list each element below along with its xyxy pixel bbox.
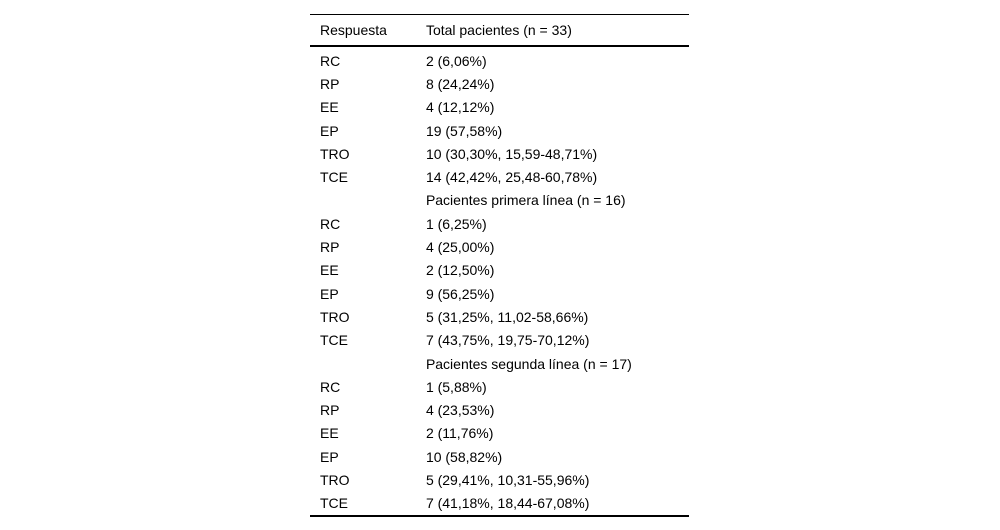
value-cell: 1 (6,25%) bbox=[425, 215, 487, 232]
response-cell: EP bbox=[320, 122, 339, 139]
response-cell: EP bbox=[320, 448, 339, 465]
response-cell bbox=[310, 352, 426, 375]
value-cell: 14 (42,42%, 25,48-60,78%) bbox=[425, 169, 598, 186]
value-cell: 5 (31,25%, 11,02-58,66%) bbox=[425, 308, 589, 325]
response-cell: EE bbox=[320, 99, 339, 116]
table-section-row: Pacientes segunda línea (n = 17) bbox=[310, 352, 689, 375]
table-row: EE 2 (11,76%) bbox=[310, 422, 689, 445]
response-cell: RP bbox=[320, 239, 340, 256]
response-cell: TRO bbox=[320, 471, 350, 488]
header-total-pacientes: Total pacientes (n = 33) bbox=[425, 14, 689, 47]
table-section-row: Pacientes primera línea (n = 16) bbox=[310, 189, 689, 212]
value-cell: 19 (57,58%) bbox=[425, 122, 503, 139]
table-row: RC 1 (6,25%) bbox=[310, 212, 689, 235]
table-row: RC 1 (5,88%) bbox=[310, 375, 689, 398]
response-cell: TRO bbox=[320, 145, 350, 162]
response-cell: RC bbox=[320, 52, 341, 69]
results-table-container: Respuesta Total pacientes (n = 33) RC 2 … bbox=[310, 14, 689, 517]
table-row: TRO 5 (29,41%, 10,31-55,96%) bbox=[310, 468, 689, 491]
value-cell: 10 (58,82%) bbox=[425, 448, 503, 465]
section-label: Pacientes segunda línea (n = 17) bbox=[425, 355, 632, 372]
value-cell: 9 (56,25%) bbox=[425, 285, 495, 302]
table-row: TRO 5 (31,25%, 11,02-58,66%) bbox=[310, 305, 689, 328]
response-cell: TCE bbox=[320, 169, 348, 186]
table-row: EE 2 (12,50%) bbox=[310, 259, 689, 282]
response-cell: TRO bbox=[320, 308, 350, 325]
table-row: EP 10 (58,82%) bbox=[310, 445, 689, 468]
response-cell: RC bbox=[320, 215, 341, 232]
value-cell: 4 (23,53%) bbox=[425, 402, 495, 419]
header-row: Respuesta Total pacientes (n = 33) bbox=[310, 14, 689, 47]
value-cell: 4 (12,12%) bbox=[425, 99, 495, 116]
value-cell: 4 (25,00%) bbox=[425, 239, 495, 256]
response-cell: RP bbox=[320, 75, 340, 92]
table-row: RP 8 (24,24%) bbox=[310, 72, 689, 95]
response-cell bbox=[310, 189, 426, 212]
value-cell: 7 (43,75%, 19,75-70,12%) bbox=[425, 332, 590, 349]
response-cell: EP bbox=[320, 285, 339, 302]
table-row: RP 4 (25,00%) bbox=[310, 235, 689, 258]
response-cell: EE bbox=[320, 425, 339, 442]
response-cell: RP bbox=[320, 402, 340, 419]
value-cell: 8 (24,24%) bbox=[425, 75, 495, 92]
results-table: Respuesta Total pacientes (n = 33) RC 2 … bbox=[310, 14, 689, 517]
table-row: TCE 7 (41,18%, 18,44-67,08%) bbox=[310, 492, 689, 516]
value-cell: 10 (30,30%, 15,59-48,71%) bbox=[425, 145, 598, 162]
table-row: EE 4 (12,12%) bbox=[310, 96, 689, 119]
header-respuesta: Respuesta bbox=[310, 14, 426, 47]
response-cell: TCE bbox=[320, 495, 348, 512]
value-cell: 7 (41,18%, 18,44-67,08%) bbox=[425, 495, 590, 512]
table-row: RC 2 (6,06%) bbox=[310, 46, 689, 72]
table-row: EP 9 (56,25%) bbox=[310, 282, 689, 305]
table-header: Respuesta Total pacientes (n = 33) bbox=[310, 14, 689, 47]
response-cell: TCE bbox=[320, 332, 348, 349]
value-cell: 1 (5,88%) bbox=[425, 378, 487, 395]
response-cell: RC bbox=[320, 378, 341, 395]
table-row: EP 19 (57,58%) bbox=[310, 119, 689, 142]
value-cell: 2 (12,50%) bbox=[425, 262, 495, 279]
value-cell: 2 (11,76%) bbox=[425, 425, 494, 442]
value-cell: 5 (29,41%, 10,31-55,96%) bbox=[425, 471, 590, 488]
table-row: TCE 7 (43,75%, 19,75-70,12%) bbox=[310, 329, 689, 352]
table-row: RP 4 (23,53%) bbox=[310, 398, 689, 421]
table-row: TRO 10 (30,30%, 15,59-48,71%) bbox=[310, 142, 689, 165]
section-label: Pacientes primera línea (n = 16) bbox=[425, 192, 626, 209]
table-body: RC 2 (6,06%) RP 8 (24,24%) EE 4 (12,12%)… bbox=[310, 46, 689, 516]
table-row: TCE 14 (42,42%, 25,48-60,78%) bbox=[310, 165, 689, 188]
response-cell: EE bbox=[320, 262, 339, 279]
value-cell: 2 (6,06%) bbox=[425, 52, 487, 69]
